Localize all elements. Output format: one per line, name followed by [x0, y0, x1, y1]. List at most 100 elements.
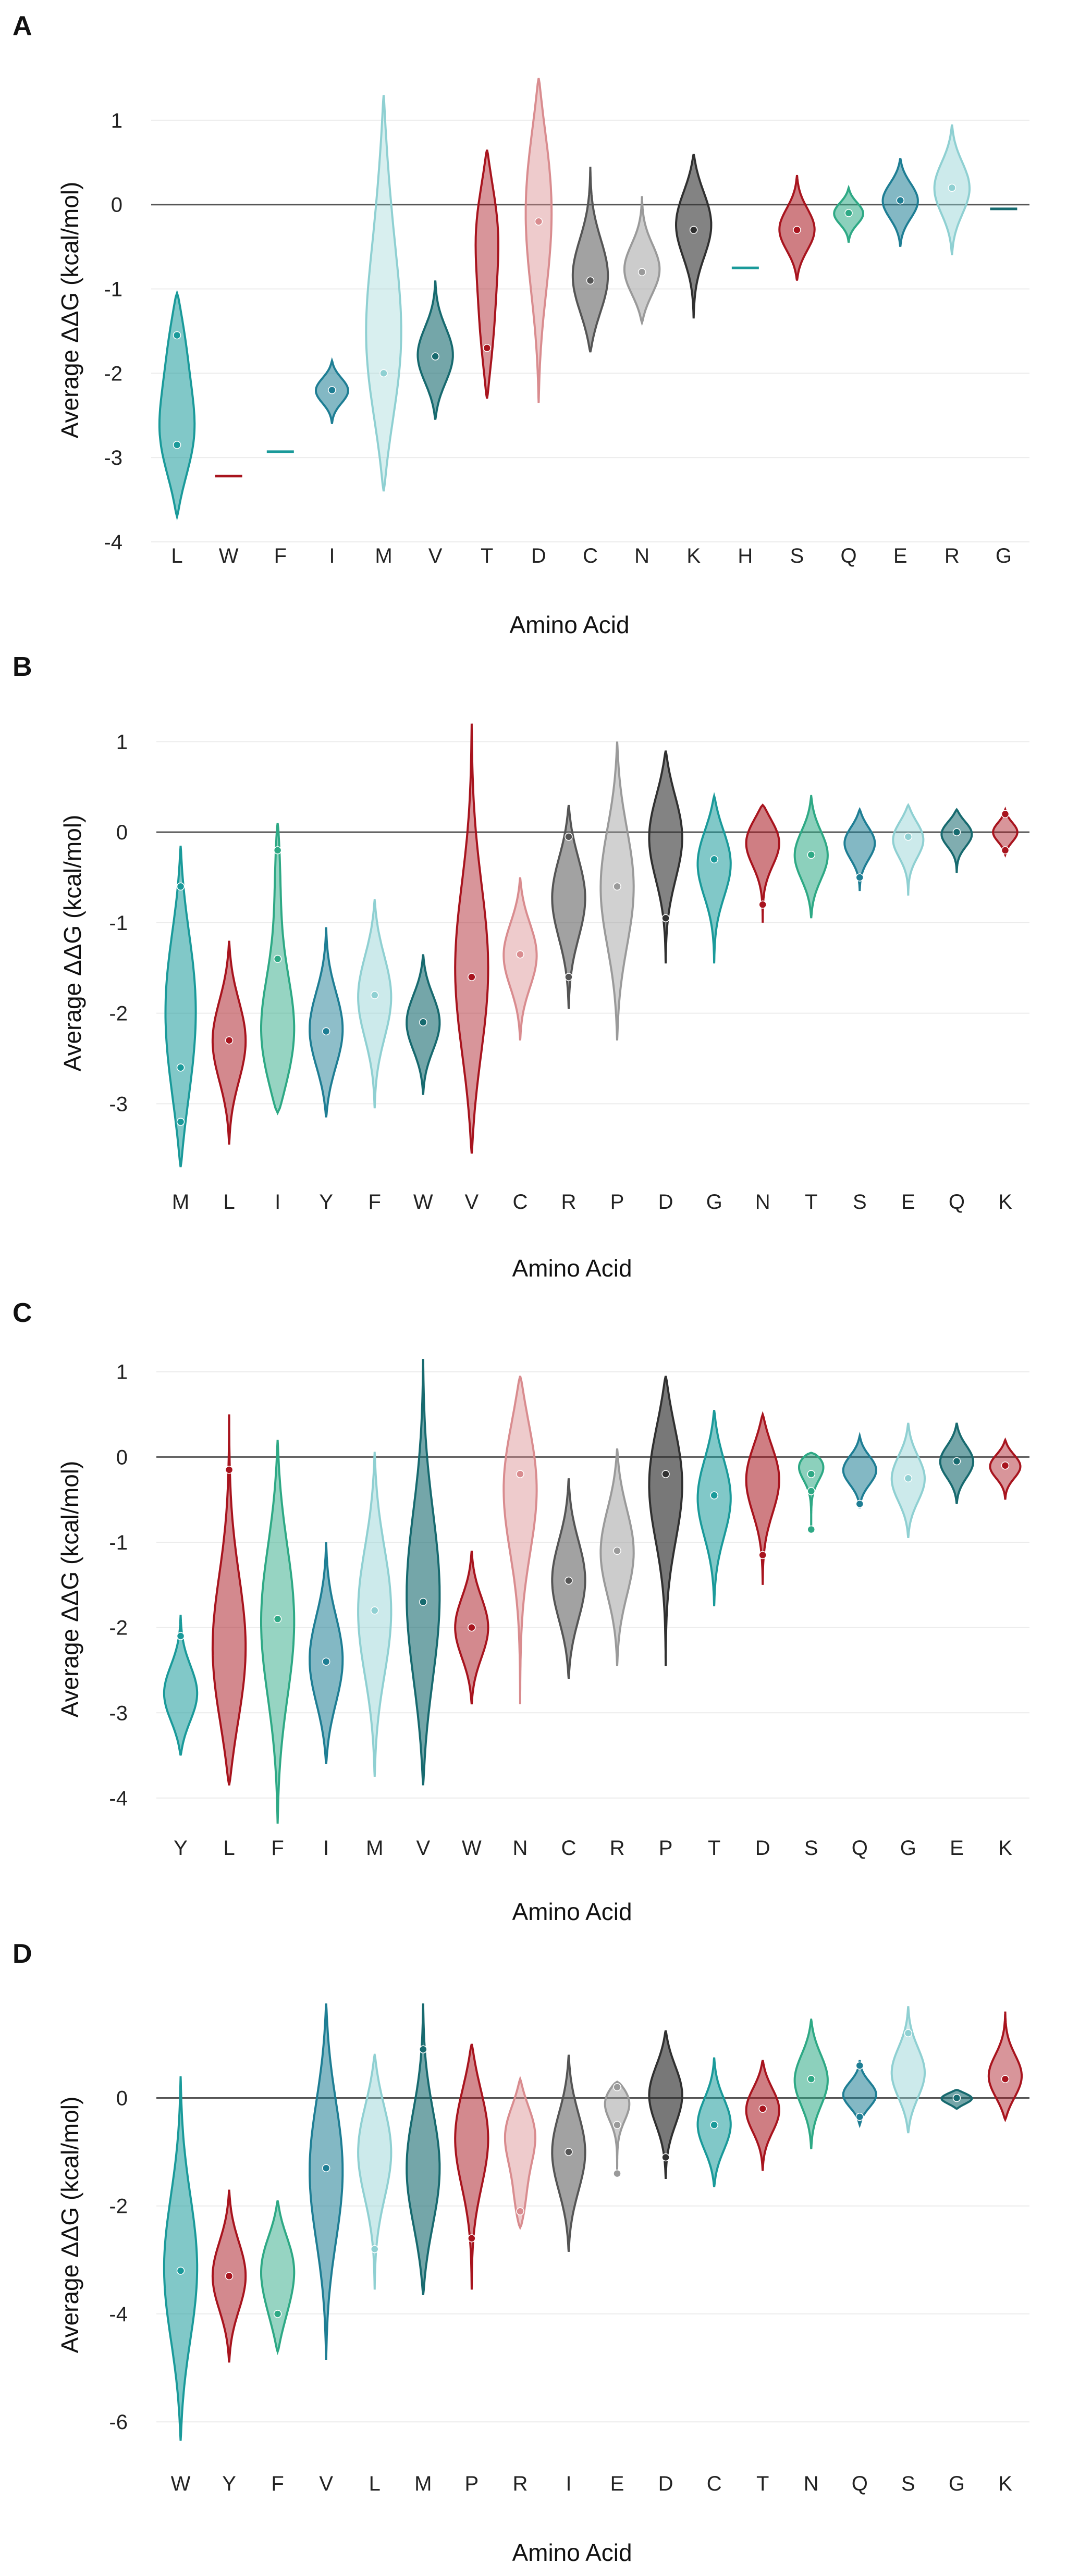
violin-marker	[176, 882, 185, 891]
violin-marker	[807, 2075, 815, 2083]
violin-marker	[225, 2272, 234, 2281]
violin-marker	[565, 973, 573, 981]
violin-marker	[952, 2094, 961, 2102]
x-tick-label: S	[853, 1191, 867, 1213]
x-tick-label: C	[583, 544, 598, 567]
x-tick-label: L	[223, 1837, 235, 1860]
violin-marker	[176, 1063, 185, 1072]
violin-P	[648, 1376, 683, 1666]
violin-T	[474, 150, 499, 399]
violin-marker	[904, 833, 913, 841]
x-tick-label: K	[998, 1191, 1012, 1213]
y-tick-label: 1	[111, 109, 122, 132]
violin-marker	[176, 2267, 185, 2275]
x-tick-label: N	[634, 544, 649, 567]
violin-marker	[371, 1606, 379, 1615]
violin-V	[416, 280, 454, 420]
x-tick-label: T	[756, 2472, 769, 2495]
violin-marker	[371, 2245, 379, 2253]
y-tick-label: -1	[109, 1531, 128, 1554]
violin-marker	[419, 1018, 427, 1026]
violin-K	[987, 2011, 1023, 2123]
x-tick-label: F	[369, 1191, 381, 1213]
y-tick-label: 1	[116, 1361, 128, 1384]
violin-marker	[952, 1457, 961, 1466]
x-tick-label: K	[998, 2472, 1012, 2495]
violin-V	[406, 1359, 441, 1786]
violin-D	[524, 78, 553, 403]
y-tick-label: -3	[109, 1093, 128, 1116]
violin-marker	[468, 1623, 476, 1632]
violin-marker	[468, 2234, 476, 2243]
y-tick-label: -1	[104, 278, 122, 301]
violin-marker	[807, 1470, 815, 1478]
x-tick-label: P	[465, 2472, 479, 2495]
x-tick-label: W	[413, 1191, 433, 1213]
y-tick-label: -3	[109, 1702, 128, 1725]
violin-marker	[431, 352, 439, 361]
x-tick-label: E	[610, 2472, 624, 2495]
violin-marker	[273, 1615, 282, 1624]
x-tick-label: P	[659, 1837, 673, 1860]
violin-marker	[844, 209, 853, 217]
y-axis-title: Average ΔΔG (kcal/mol)	[56, 2097, 83, 2354]
y-tick-label: -3	[104, 447, 122, 469]
violin-marker	[661, 2153, 670, 2162]
x-tick-label: G	[900, 1837, 916, 1860]
y-tick-label: 0	[116, 1446, 128, 1469]
x-tick-label: R	[945, 544, 960, 567]
violin-chart: -6 -4 -2 0 Average ΔΔG (kcal/mol) Amino Acid W…	[56, 2003, 1029, 2566]
x-tick-label: T	[805, 1191, 817, 1213]
panel-letter: C	[13, 1298, 32, 1328]
violin-marker	[176, 1632, 185, 1640]
violin-marker	[1001, 846, 1010, 854]
violin-Y	[309, 927, 344, 1118]
violin-marker	[371, 991, 379, 999]
violin-L	[211, 1414, 247, 1786]
x-tick-label: Y	[174, 1837, 188, 1860]
violin-marker	[904, 1474, 913, 1483]
y-tick-label: -4	[104, 531, 122, 554]
violin-marker	[613, 882, 621, 891]
violin-C	[571, 166, 609, 353]
x-tick-label: G	[706, 1191, 722, 1213]
y-tick-label: -4	[109, 1787, 128, 1810]
violin-marker	[176, 1118, 185, 1126]
violin-marker	[534, 217, 543, 226]
y-tick-label: 1	[116, 730, 128, 753]
y-tick-label: -2	[109, 1617, 128, 1640]
x-tick-label: V	[465, 1191, 479, 1213]
x-tick-label: Q	[841, 544, 857, 567]
y-tick-label: -2	[104, 362, 122, 385]
violin-marker	[225, 1466, 234, 1474]
violin-T	[745, 2060, 780, 2171]
x-tick-label: R	[610, 1837, 625, 1860]
violin-marker	[793, 226, 801, 234]
x-tick-label: F	[274, 544, 287, 567]
x-tick-label: Q	[852, 1837, 868, 1860]
violin-V	[309, 2003, 344, 2360]
violin-marker	[1001, 2075, 1010, 2083]
violin-marker	[807, 1487, 815, 1495]
violin-marker	[322, 2164, 330, 2172]
violin-marker	[613, 2083, 621, 2091]
panel-letter: B	[13, 652, 32, 682]
violin-marker	[379, 369, 388, 378]
violin-marker	[855, 1500, 864, 1508]
violin-I	[309, 1542, 344, 1764]
violin-M	[357, 1452, 393, 1777]
x-tick-label: R	[512, 2472, 528, 2495]
x-tick-label: S	[804, 1837, 818, 1860]
violin-K	[674, 154, 713, 319]
x-tick-label: I	[329, 544, 335, 567]
violin-R	[504, 2076, 537, 2231]
violin-I	[260, 823, 296, 1116]
x-tick-label: I	[323, 1837, 329, 1860]
x-tick-label: M	[172, 1191, 189, 1213]
violin-Q	[940, 808, 973, 873]
x-tick-label: C	[707, 2472, 722, 2495]
violin-marker	[565, 1576, 573, 1585]
violin-chart: -3 -2 -1 0 1 Average ΔΔG (kcal/mol) Amino Acid…	[59, 723, 1029, 1282]
violin-chart: -4 -3 -2 -1 0 1 Average ΔΔG (kcal/mol) Amino Ac…	[56, 1359, 1029, 1925]
y-tick-label: -2	[109, 2195, 128, 2218]
